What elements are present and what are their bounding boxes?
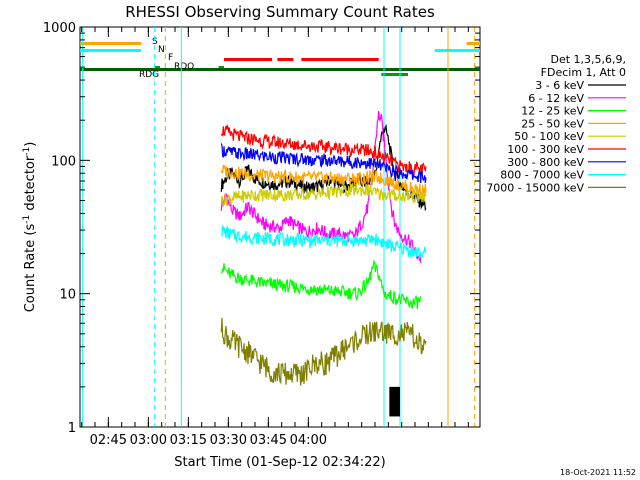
y-tick-label: 100 — [51, 154, 76, 169]
flag-bar-s — [466, 42, 480, 45]
flag-label-rdo: RDO — [174, 62, 194, 72]
series-layer — [220, 111, 427, 417]
series-line-8 — [220, 225, 427, 260]
x-tick-label: 02:45 — [90, 433, 127, 448]
y-axis-label: Count Rate (s-1 detector-1) — [22, 142, 38, 313]
flag-bar-rdg — [80, 68, 480, 71]
flag-bar-rdo — [218, 66, 224, 69]
series-line-6 — [220, 123, 427, 177]
series-line-7 — [220, 143, 427, 184]
x-axis-label: Start Time (01-Sep-12 02:34:22) — [174, 455, 385, 470]
flag-bar-f — [224, 58, 272, 61]
plot-frame — [79, 26, 481, 428]
timestamp: 18-Oct-2021 11:52 — [560, 468, 636, 477]
legend-label: 7000 - 15000 keV — [486, 181, 584, 194]
legend-label: 300 - 800 keV — [507, 156, 584, 169]
legend-title-line-2: FDecim 1, Att 0 — [541, 66, 626, 79]
legend-label: 25 - 50 keV — [521, 117, 584, 130]
flag-bar-n — [434, 49, 480, 52]
y-axis: 1 10 100 1000 — [43, 21, 480, 436]
y-tick-label: 1000 — [43, 21, 76, 36]
series-line-5 — [220, 182, 427, 208]
x-tick-label: 04:00 — [290, 433, 327, 448]
y-tick-label: 10 — [59, 288, 76, 303]
flag-bar-f — [277, 58, 294, 61]
gap-markers — [82, 27, 476, 427]
x-tick-label: 03:30 — [210, 433, 247, 448]
flag-bar-s — [80, 42, 142, 45]
flag-bar-rdo — [154, 66, 160, 69]
legend-label: 100 - 300 keV — [507, 143, 584, 156]
legend-label: 800 - 7000 keV — [500, 169, 584, 182]
legend-label: 50 - 100 keV — [514, 130, 584, 143]
y-tick-label: 1 — [68, 421, 76, 436]
series-line-9 — [220, 317, 427, 386]
x-axis: 02:45 03:00 03:15 03:30 03:45 04:00 — [81, 27, 469, 448]
series-line-4 — [220, 164, 427, 197]
legend-label: 12 - 25 keV — [521, 105, 584, 118]
x-tick-label: 03:15 — [170, 433, 207, 448]
flag-label-s: S — [152, 37, 158, 47]
x-tick-label: 03:45 — [250, 433, 287, 448]
flag-bar-f — [301, 58, 379, 61]
legend-label: 3 - 6 keV — [535, 79, 584, 92]
data-dropout-block — [389, 386, 400, 417]
legend-label: 6 - 12 keV — [528, 92, 584, 105]
flag-bar-n — [80, 49, 142, 52]
series-line-3 — [221, 259, 422, 309]
flag-bar-rdg-low — [381, 73, 408, 76]
flag-label-n: N — [158, 45, 165, 55]
legend-title-line-1: Det 1,3,5,6,9, — [550, 53, 626, 66]
chart-title: RHESSI Observing Summary Count Rates — [125, 3, 435, 21]
x-tick-label: 03:00 — [130, 433, 167, 448]
flag-label-rdg: RDG — [139, 70, 159, 80]
flag-label-f: F — [168, 53, 173, 63]
